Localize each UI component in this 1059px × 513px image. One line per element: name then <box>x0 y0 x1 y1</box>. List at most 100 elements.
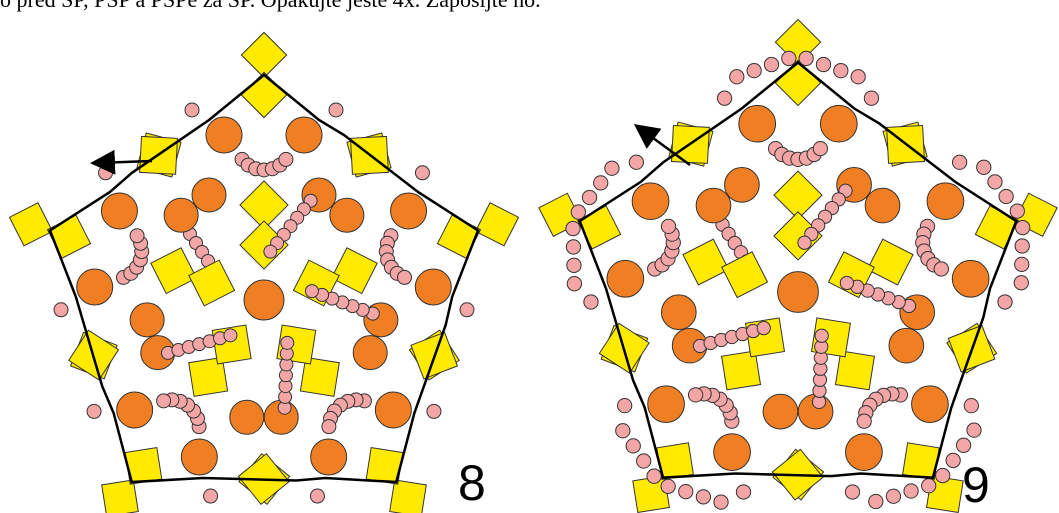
bead-square <box>330 247 378 295</box>
bead-seed <box>309 488 325 504</box>
bead-seed <box>1015 219 1031 236</box>
bead-seed <box>593 175 609 191</box>
bead-round <box>229 399 265 435</box>
bead-round <box>951 259 990 298</box>
bead-seed <box>963 397 979 414</box>
bead-seed <box>426 403 442 419</box>
bead-seed <box>844 484 861 500</box>
bead-round <box>163 197 199 233</box>
bead-square <box>46 214 92 259</box>
bead-seed <box>885 488 902 504</box>
bead-seed <box>763 56 780 73</box>
bead-square <box>721 350 762 391</box>
bead-round <box>285 116 323 154</box>
bead-square <box>188 356 229 397</box>
bead-seed <box>687 387 704 403</box>
bead-seed <box>278 151 294 167</box>
bead-seed <box>987 174 1003 190</box>
star-diagram-9 <box>538 18 1058 513</box>
bead-square <box>239 220 289 270</box>
bead-seed <box>86 403 102 419</box>
bead-seed <box>695 489 712 505</box>
bead-seed <box>735 484 752 500</box>
bead-seed <box>1014 256 1030 272</box>
bead-seed <box>781 50 797 67</box>
bead-seed <box>583 294 599 310</box>
bead-seed <box>646 468 662 484</box>
bead-seed <box>756 320 771 336</box>
bead-round <box>606 259 645 298</box>
bead-round <box>76 268 114 306</box>
bead-seed <box>98 165 114 181</box>
bead-seed <box>636 453 652 469</box>
bead-square <box>682 238 730 286</box>
bead-round <box>329 197 365 233</box>
bead-square <box>188 259 236 307</box>
instruction-text: o před SP, PSP a PSPe za SP. Opakujte je… <box>0 0 541 12</box>
bead-seed <box>280 335 295 350</box>
bead-seed <box>328 102 344 118</box>
bead-seed <box>396 269 412 285</box>
bead-seed <box>998 188 1014 205</box>
bead-round <box>243 279 285 321</box>
bead-seed <box>184 102 200 118</box>
bead-round <box>352 335 388 371</box>
bead-seed <box>565 220 581 237</box>
bead-round <box>777 271 819 313</box>
bead-seed <box>615 423 631 439</box>
bead-seed <box>625 438 641 454</box>
bead-seed <box>129 228 145 244</box>
bead-round <box>390 192 428 230</box>
bead-seed <box>863 90 880 106</box>
bead-square <box>101 479 139 513</box>
thread-path <box>48 73 480 484</box>
bead-round <box>695 187 732 224</box>
bead-seed <box>713 494 729 510</box>
bead-seed <box>935 467 951 484</box>
bead-seed <box>566 276 583 292</box>
bead-round <box>100 192 138 230</box>
bead-seed <box>945 452 961 469</box>
bead-seed <box>223 328 238 343</box>
bead-square <box>239 180 289 230</box>
bead-seed <box>951 154 968 170</box>
bead-seed <box>660 218 677 235</box>
bead-seed <box>850 69 866 85</box>
star-diagram-8 <box>8 31 520 513</box>
bead-seed <box>903 483 919 499</box>
bead-square <box>436 214 482 259</box>
bead-square <box>773 211 823 261</box>
bead-round <box>116 391 154 429</box>
bead-round <box>191 177 227 213</box>
bead-seed <box>1009 203 1025 219</box>
bead-round <box>845 433 883 471</box>
bead-seed <box>156 393 172 409</box>
bead-seed <box>581 189 598 206</box>
bead-seed <box>921 478 937 494</box>
bead-round <box>180 438 218 476</box>
bead-round <box>888 327 925 364</box>
bead-round <box>631 182 670 221</box>
direction-arrow <box>633 124 691 167</box>
figure-label: 8 <box>458 455 486 511</box>
bead-square <box>773 170 823 220</box>
bead-square <box>774 59 822 107</box>
thread-path <box>578 60 1018 479</box>
bead-seed <box>856 413 872 429</box>
direction-arrow <box>90 149 153 175</box>
bead-round <box>724 167 760 203</box>
bead-seed <box>565 239 582 255</box>
bead-square <box>8 202 54 247</box>
bead-seed <box>617 397 633 414</box>
figure-label: 9 <box>962 457 990 513</box>
bead-seed <box>1013 275 1029 291</box>
bead-seed <box>746 63 762 79</box>
bead-square <box>389 479 427 513</box>
bead-seed <box>304 284 319 299</box>
bead-round <box>129 302 165 338</box>
bead-square <box>240 31 288 79</box>
bead-square <box>299 356 340 397</box>
bead-round <box>374 391 412 429</box>
bead-seed <box>628 154 645 170</box>
bead-seed <box>729 69 745 85</box>
